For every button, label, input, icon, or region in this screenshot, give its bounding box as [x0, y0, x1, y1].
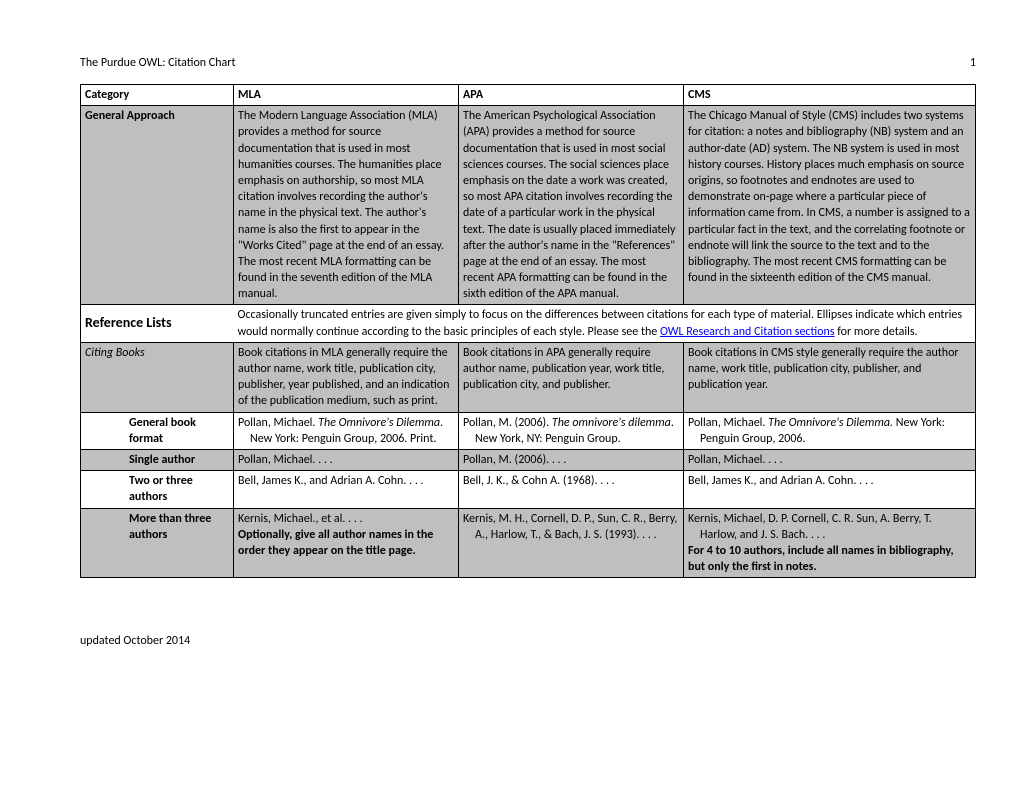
col-mla: MLA: [234, 85, 459, 106]
reference-lists-title: Reference Lists: [81, 305, 234, 342]
morethree-cms: Kernis, Michael, D. P. Cornell, C. R. Su…: [684, 508, 976, 578]
row-citing-books: Citing Books Book citations in MLA gener…: [81, 342, 976, 412]
indent-cell: [81, 471, 126, 508]
twothree-apa: Bell, J. K., & Cohn A. (1968). . . .: [459, 471, 684, 508]
single-mla: Pollan, Michael. . . .: [234, 449, 459, 470]
indent-cell: [81, 412, 126, 449]
twothree-mla: Bell, James K., and Adrian A. Cohn. . . …: [234, 471, 459, 508]
col-apa: APA: [459, 85, 684, 106]
label-single-author: Single author: [125, 449, 234, 470]
page-number: 1: [970, 56, 976, 70]
reference-lists-note: Occasionally truncated entries are given…: [234, 305, 976, 342]
citation-table: Category MLA APA CMS General Approach Th…: [80, 84, 976, 578]
twothree-cms: Bell, James K., and Adrian A. Cohn. . . …: [684, 471, 976, 508]
general-mla: The Modern Language Association (MLA) pr…: [234, 106, 459, 305]
doc-title: The Purdue OWL: Citation Chart: [80, 56, 235, 70]
table-header-row: Category MLA APA CMS: [81, 85, 976, 106]
label-general-approach: General Approach: [81, 106, 234, 305]
general-apa: The American Psychological Association (…: [459, 106, 684, 305]
genbook-mla: Pollan, Michael. The Omnivore's Dilemma.…: [234, 412, 459, 449]
owl-research-link[interactable]: OWL Research and Citation sections: [660, 325, 835, 339]
footer-updated: updated October 2014: [80, 634, 976, 648]
indent-cell: [81, 508, 126, 578]
row-general-approach: General Approach The Modern Language Ass…: [81, 106, 976, 305]
morethree-apa: Kernis, M. H., Cornell, D. P., Sun, C. R…: [459, 508, 684, 578]
row-general-book-format: General book format Pollan, Michael. The…: [81, 412, 976, 449]
morethree-mla: Kernis, Michael., et al. . . . Optionall…: [234, 508, 459, 578]
single-cms: Pollan, Michael. . . .: [684, 449, 976, 470]
single-apa: Pollan, M. (2006). . . .: [459, 449, 684, 470]
genbook-cms-a: Pollan, Michael.: [688, 416, 768, 430]
genbook-mla-i: The Omnivore's Dilemma: [318, 416, 440, 430]
citingbooks-apa: Book citations in APA generally require …: [459, 342, 684, 412]
label-citing-books: Citing Books: [81, 342, 234, 412]
indent-cell: [81, 449, 126, 470]
genbook-apa-a: Pollan, M. (2006).: [463, 416, 552, 430]
general-cms: The Chicago Manual of Style (CMS) includ…: [684, 106, 976, 305]
genbook-mla-a: Pollan, Michael.: [238, 416, 318, 430]
genbook-cms: Pollan, Michael. The Omnivore's Dilemma.…: [684, 412, 976, 449]
citingbooks-mla: Book citations in MLA generally require …: [234, 342, 459, 412]
label-general-book: General book format: [125, 412, 234, 449]
label-two-three: Two or three authors: [125, 471, 234, 508]
morethree-mla-a: Kernis, Michael., et al. . . .: [238, 512, 363, 526]
label-more-three: More than three authors: [125, 508, 234, 578]
row-two-three-authors: Two or three authors Bell, James K., and…: [81, 471, 976, 508]
genbook-apa-i: The omnivore's dilemma: [552, 416, 671, 430]
morethree-cms-b: For 4 to 10 authors, include all names i…: [688, 544, 954, 574]
reflists-note-b: for more details.: [835, 325, 918, 339]
row-single-author: Single author Pollan, Michael. . . . Pol…: [81, 449, 976, 470]
morethree-mla-b: Optionally, give all author names in the…: [238, 528, 433, 558]
col-category: Category: [81, 85, 234, 106]
row-reference-lists: Reference Lists Occasionally truncated e…: [81, 305, 976, 342]
row-more-three-authors: More than three authors Kernis, Michael.…: [81, 508, 976, 578]
genbook-cms-i: The Omnivore's Dilemma.: [768, 416, 893, 430]
genbook-apa: Pollan, M. (2006). The omnivore's dilemm…: [459, 412, 684, 449]
citingbooks-cms: Book citations in CMS style generally re…: [684, 342, 976, 412]
col-cms: CMS: [684, 85, 976, 106]
morethree-cms-a: Kernis, Michael, D. P. Cornell, C. R. Su…: [688, 511, 971, 543]
